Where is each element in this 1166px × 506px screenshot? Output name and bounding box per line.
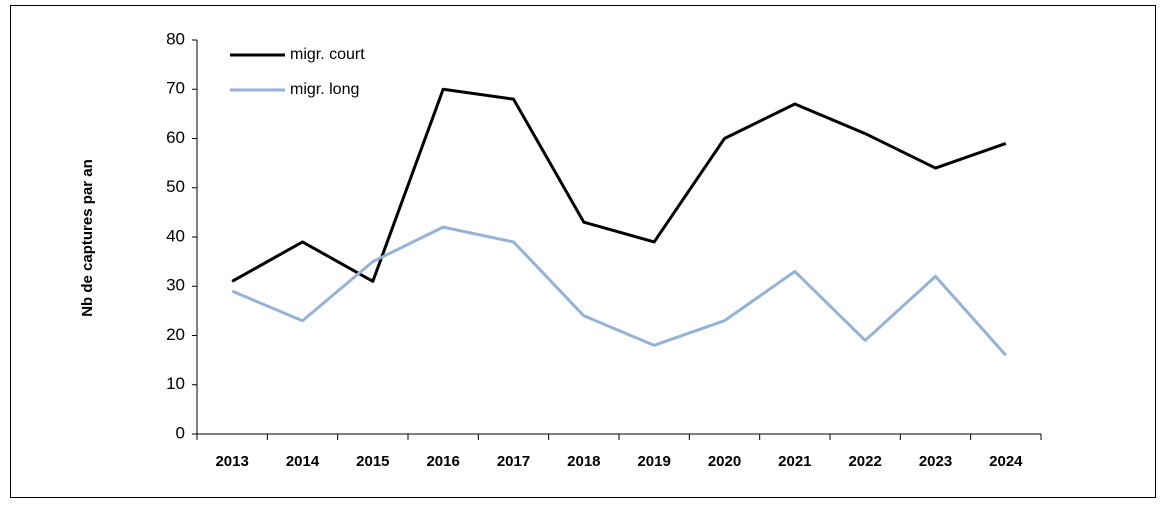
y-tick-label: 60 — [166, 128, 185, 147]
series-line — [231, 225, 1007, 357]
x-tick-label: 2019 — [637, 453, 670, 470]
y-tick-label: 40 — [166, 226, 185, 245]
x-tick-label: 2024 — [989, 453, 1023, 470]
x-tick-label: 2021 — [778, 453, 811, 470]
series-line — [231, 87, 1007, 283]
y-tick-label: 80 — [166, 29, 185, 48]
x-tick-label: 2022 — [848, 453, 881, 470]
y-axis-label: Nb de captures par an — [79, 159, 96, 317]
x-tick-label: 2023 — [919, 453, 952, 470]
y-tick-label: 10 — [166, 374, 185, 393]
y-tick-label: 30 — [166, 276, 185, 295]
chart-border — [10, 5, 1156, 498]
x-tick-label: 2016 — [426, 453, 459, 470]
x-tick-label: 2018 — [567, 453, 600, 470]
legend-label: migr. long — [290, 81, 359, 98]
x-tick-label: 2014 — [286, 453, 320, 470]
x-tick-label: 2015 — [356, 453, 389, 470]
y-tick-label: 0 — [176, 423, 185, 442]
y-tick-label: 20 — [166, 325, 185, 344]
y-tick-label: 50 — [166, 177, 185, 196]
x-tick-label: 2020 — [708, 453, 741, 470]
y-tick-label: 70 — [166, 79, 185, 98]
x-tick-label: 2013 — [215, 453, 248, 470]
x-tick-label: 2017 — [497, 453, 530, 470]
legend-label: migr. court — [290, 46, 365, 63]
